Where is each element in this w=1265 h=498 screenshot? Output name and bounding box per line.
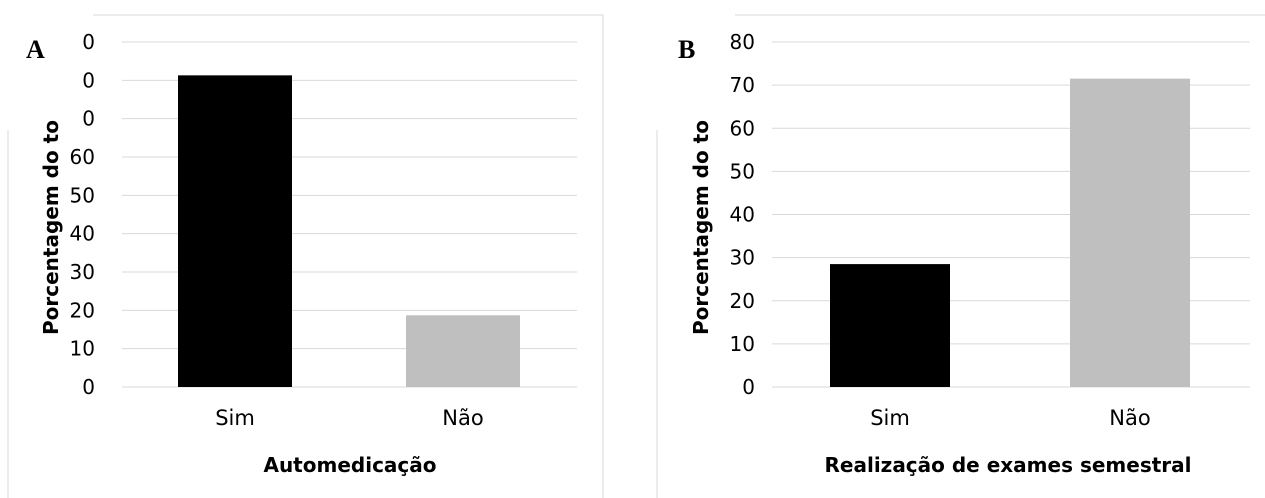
y-tick-label: 70	[730, 73, 755, 97]
y-tick-label: 10	[730, 332, 755, 356]
panel-a-x-tick-labels: Sim Não	[215, 406, 484, 430]
y-tick-label: 40	[730, 203, 755, 227]
panel-a-bars	[178, 75, 520, 387]
y-tick-label: 30	[70, 260, 95, 284]
bar-no	[1070, 78, 1190, 387]
panel-a-y-tick-labels: 0 10 20 30 40 50 60 0 0 0	[70, 30, 95, 399]
y-tick-label: 80	[730, 30, 755, 54]
y-tick-label: 0	[82, 107, 95, 131]
panel-b-y-axis-title: Porcentagem do to	[689, 120, 713, 335]
bar-no	[406, 315, 520, 387]
y-tick-label: 10	[70, 337, 95, 361]
y-tick-label: 0	[82, 375, 95, 399]
panel-b-x-tick-labels: Sim Não	[870, 406, 1151, 430]
panel-b-bars	[830, 78, 1190, 387]
y-tick-label: 0	[82, 30, 95, 54]
x-tick-label: Não	[1109, 406, 1150, 430]
x-tick-label: Não	[442, 406, 483, 430]
y-tick-label: 0	[82, 68, 95, 92]
panel-b: B 0 10 20 30 40 50 60 70 80 Sim Não Realização de…	[656, 14, 1265, 498]
panel-b-y-tick-labels: 0 10 20 30 40 50 60 70 80	[730, 30, 755, 399]
x-tick-label: Sim	[215, 406, 255, 430]
y-tick-label: 40	[70, 222, 95, 246]
panel-b-y-title-clip: Porcentagem do to	[689, 120, 713, 335]
y-tick-label: 50	[70, 183, 95, 207]
y-tick-label: 20	[730, 289, 755, 313]
y-tick-label: 20	[70, 298, 95, 322]
y-tick-label: 30	[730, 246, 755, 270]
panel-a-x-axis-title: Automedicação	[263, 453, 436, 477]
y-tick-label: 50	[730, 159, 755, 183]
panel-b-x-axis-title: Realização de exames semestral	[825, 453, 1192, 477]
bar-sim	[830, 264, 950, 387]
y-tick-label: 60	[730, 116, 755, 140]
y-tick-label: 0	[742, 375, 755, 399]
panel-a-y-title-clip: Porcentagem do to	[39, 120, 63, 335]
x-tick-label: Sim	[870, 406, 910, 430]
panel-b-label: B	[678, 35, 695, 64]
y-tick-label: 60	[70, 145, 95, 169]
panel-a-y-axis-title: Porcentagem do to	[39, 120, 63, 335]
panel-a-label: A	[26, 35, 45, 64]
bar-sim	[178, 75, 292, 387]
